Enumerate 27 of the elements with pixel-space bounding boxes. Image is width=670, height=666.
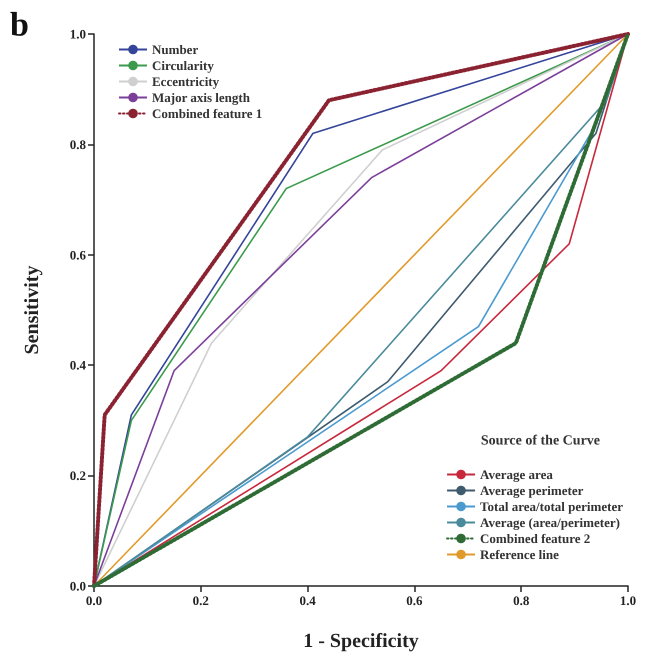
text: b [10,6,29,44]
y-tick-label: 0.8 [70,136,86,152]
x-tick-label: 0.4 [299,593,316,608]
y-tick-label: 1.0 [70,26,86,42]
legend-label: Combined feature 2 [480,531,590,546]
x-tick-label: 1.0 [620,593,636,608]
x-tick-label: 0.8 [513,593,530,608]
legend-label: Reference line [480,547,560,562]
legend-label: Average perimeter [480,483,584,498]
legend-label: Combined feature 1 [152,106,262,121]
legend-label: Total area/total perimeter [480,499,624,514]
x-tick-label: 0.0 [86,593,102,608]
y-axis-title: Sensitivity [21,266,43,354]
y-tick-label: 0.2 [70,468,86,484]
x-tick-label: 0.6 [406,593,424,608]
legend-title: Source of the Curve [480,434,600,448]
x-tick-label: 0.2 [192,593,209,608]
legend-label: Circularity [152,58,214,73]
legend-label: Average area [480,467,554,482]
legend-label: Number [152,42,198,57]
y-tick-label: 0.6 [70,247,86,262]
y-tick-label: 0.0 [70,578,86,594]
legend-label: Average (area/perimeter) [480,515,620,530]
legend-label: Major axis length [152,90,251,105]
y-tick-label: 0.4 [70,358,86,373]
legend-label: Eccentricity [152,74,220,89]
x-axis-title: 1 - Specificity [303,630,419,652]
